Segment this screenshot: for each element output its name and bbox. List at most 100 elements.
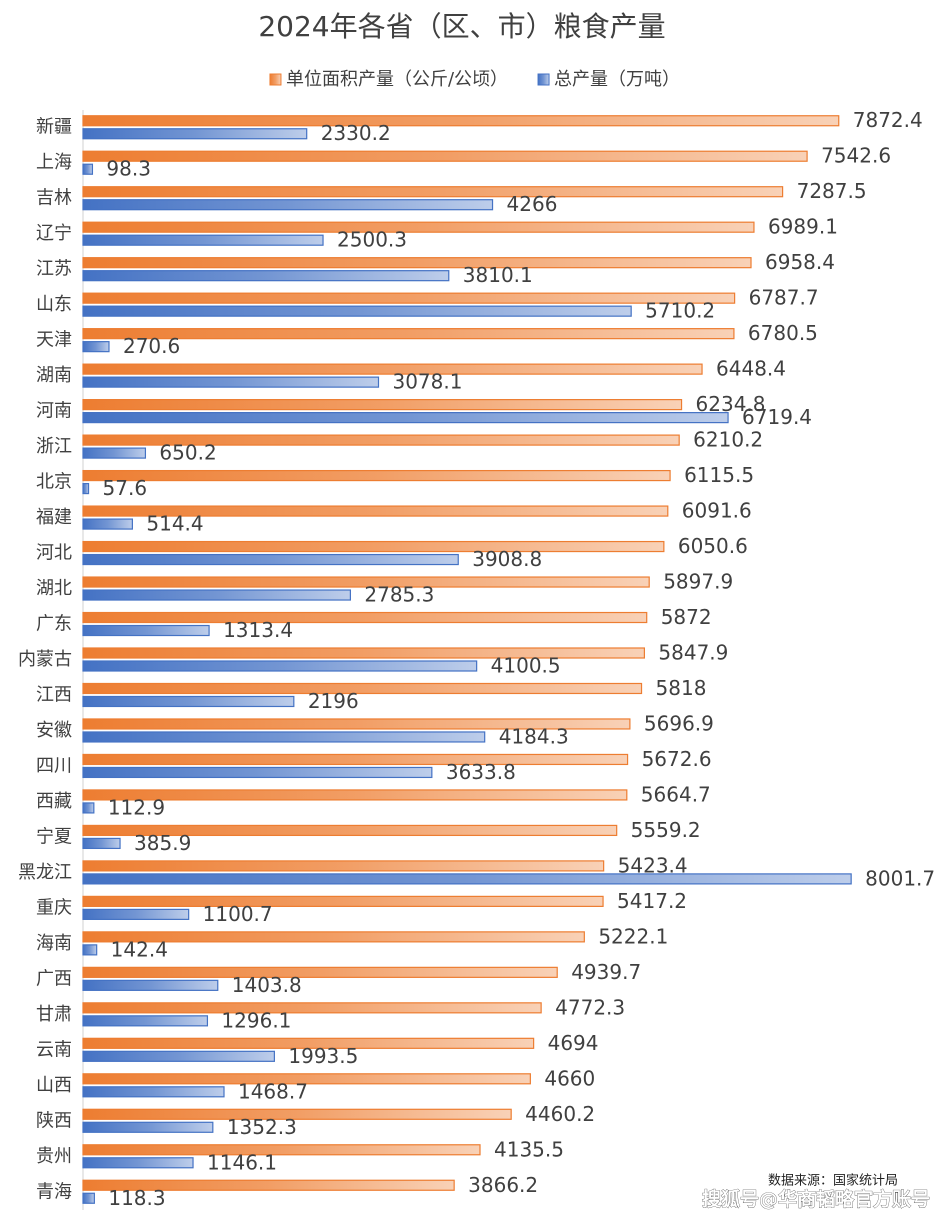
- value-label: 1468.7: [238, 1079, 308, 1103]
- value-label: 5710.2: [645, 299, 715, 323]
- value-label: 1993.5: [288, 1044, 358, 1068]
- bar: [82, 1144, 481, 1156]
- value-label: 5222.1: [598, 924, 668, 948]
- legend-swatch: [269, 73, 282, 86]
- bar: [82, 412, 729, 424]
- value-label: 6780.5: [748, 321, 818, 345]
- bar: [82, 660, 478, 672]
- bar: [82, 540, 665, 553]
- bar: [82, 447, 147, 459]
- y-tick-label: 四川: [36, 755, 72, 776]
- value-label: 514.4: [146, 512, 203, 536]
- bar: [82, 1073, 531, 1085]
- y-tick-label: 天津: [36, 330, 72, 351]
- value-label: 6210.2: [693, 428, 763, 452]
- value-label: 5417.2: [617, 889, 687, 913]
- bar: [82, 1192, 95, 1204]
- source-note: 数据来源：国家统计局: [768, 1173, 898, 1189]
- value-label: 4460.2: [525, 1102, 595, 1126]
- value-label: 5897.9: [663, 570, 733, 594]
- value-label: 7872.4: [853, 108, 923, 132]
- y-tick-label: 青海: [36, 1181, 72, 1202]
- value-label: 3810.1: [463, 263, 533, 287]
- bar: [82, 199, 494, 211]
- value-label: 6091.6: [682, 499, 752, 523]
- value-label: 3633.8: [446, 760, 516, 784]
- bar: [82, 376, 380, 388]
- y-tick-label: 西藏: [36, 791, 72, 812]
- y-tick-label: 新疆: [36, 117, 72, 138]
- bar: [82, 115, 840, 127]
- watermark: 搜狐号@华商韬略官方账号: [702, 1188, 930, 1211]
- bar: [82, 1037, 535, 1049]
- value-label: 6050.6: [678, 534, 748, 558]
- bar: [82, 553, 459, 566]
- y-tick-label: 河北: [36, 543, 72, 564]
- y-tick-label: 宁夏: [36, 826, 72, 847]
- value-label: 270.6: [123, 334, 180, 358]
- legend-swatch: [537, 73, 550, 86]
- value-label: 4266: [507, 192, 558, 216]
- y-tick-label: 河南: [36, 401, 72, 422]
- y-tick-label: 江西: [36, 684, 72, 705]
- bar: [82, 966, 558, 978]
- value-label: 4660: [544, 1066, 595, 1090]
- bar: [82, 824, 618, 837]
- bar: [82, 1002, 542, 1014]
- value-label: 1352.3: [227, 1115, 297, 1139]
- value-label: 142.4: [111, 937, 168, 961]
- value-label: 4100.5: [491, 654, 561, 678]
- y-tick-label: 山西: [36, 1075, 72, 1096]
- value-label: 1296.1: [221, 1008, 291, 1032]
- value-label: 2785.3: [364, 583, 434, 607]
- bar: [82, 270, 450, 282]
- bar: [82, 873, 852, 885]
- value-label: 98.3: [106, 157, 151, 181]
- value-label: 2330.2: [321, 121, 391, 145]
- value-label: 385.9: [134, 831, 191, 855]
- value-label: 5664.7: [641, 782, 711, 806]
- y-tick-label: 安徽: [36, 720, 72, 741]
- bar: [82, 163, 94, 175]
- bar: [82, 647, 645, 659]
- value-label: 4135.5: [494, 1137, 564, 1161]
- bar: [82, 766, 433, 779]
- value-label: 5818: [656, 676, 707, 700]
- y-tick-label: 浙江: [36, 436, 72, 457]
- bar: [82, 1086, 225, 1098]
- value-label: 6115.5: [684, 463, 754, 487]
- bar: [82, 1121, 214, 1133]
- value-label: 2500.3: [337, 228, 407, 252]
- value-label: 6787.7: [749, 286, 819, 310]
- value-label: 4772.3: [555, 995, 625, 1019]
- bar: [82, 944, 98, 956]
- legend-label: 单位面积产量（公斤/公顷）: [286, 69, 508, 90]
- y-tick-label: 江苏: [36, 259, 72, 280]
- bar: [82, 341, 110, 353]
- value-label: 2196: [308, 689, 359, 713]
- y-tick-label: 山东: [36, 294, 72, 315]
- value-label: 4694: [548, 1031, 599, 1055]
- value-label: 6958.4: [765, 250, 835, 274]
- bar: [82, 1179, 455, 1191]
- bar: [82, 505, 669, 517]
- y-tick-label: 内蒙古: [18, 649, 72, 670]
- bar: [82, 328, 735, 340]
- bar: [82, 731, 486, 743]
- value-label: 8001.7: [865, 866, 935, 890]
- bar: [82, 469, 671, 482]
- value-label: 4184.3: [499, 724, 569, 748]
- value-label: 6719.4: [742, 405, 812, 429]
- value-label: 650.2: [159, 441, 216, 465]
- value-label: 7542.6: [821, 144, 891, 168]
- bar: [82, 576, 650, 588]
- bar: [82, 589, 351, 601]
- value-label: 118.3: [108, 1186, 165, 1210]
- bar: [82, 257, 752, 269]
- value-label: 3908.8: [472, 547, 542, 571]
- y-tick-label: 重庆: [36, 897, 72, 918]
- y-tick-label: 海南: [36, 933, 72, 954]
- bar: [82, 363, 703, 375]
- bar: [82, 518, 133, 530]
